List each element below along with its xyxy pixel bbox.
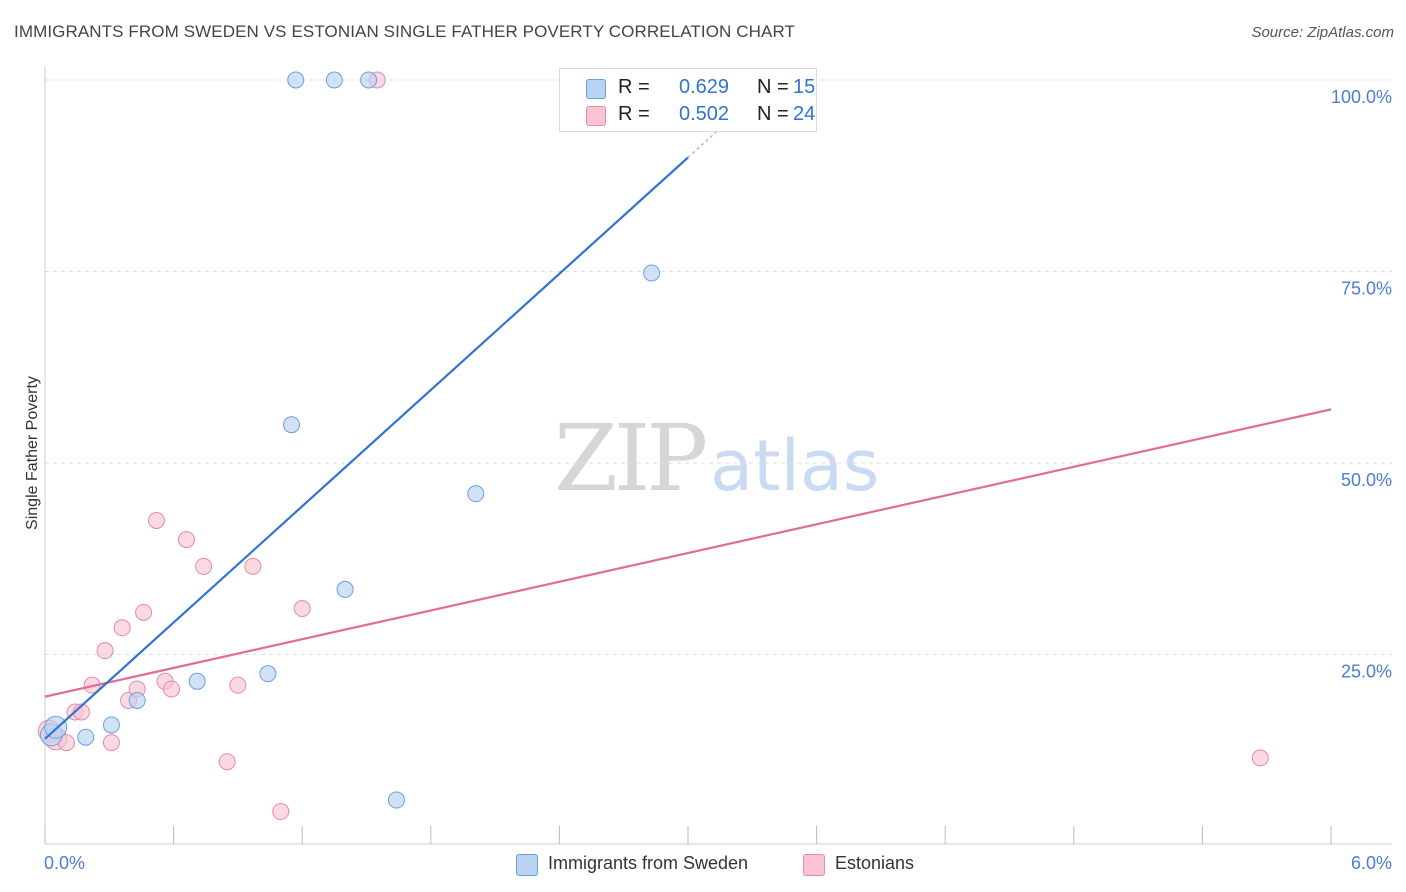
estonia-point bbox=[218, 753, 236, 771]
estonia-point bbox=[113, 619, 131, 637]
sweden-point bbox=[643, 264, 661, 282]
sweden-point bbox=[336, 580, 354, 598]
estonia-point bbox=[147, 511, 165, 529]
r-value: 0.502 bbox=[679, 103, 730, 125]
x-tick-label: 0.0% bbox=[44, 853, 85, 873]
sweden-point bbox=[287, 71, 305, 89]
estonia-point bbox=[135, 603, 153, 621]
n-value: 24 bbox=[793, 103, 816, 125]
estonia-point bbox=[177, 531, 195, 549]
estonia-point bbox=[293, 600, 311, 618]
estonia-swatch bbox=[586, 106, 606, 126]
estonia-point bbox=[162, 680, 180, 698]
legend-label: Estonians bbox=[835, 853, 915, 873]
watermark: ZIPatlas bbox=[554, 405, 879, 512]
x-tick-label: 6.0% bbox=[1351, 853, 1392, 873]
sweden-legend-swatch bbox=[516, 854, 538, 876]
y-tick-label: 50.0% bbox=[1341, 470, 1392, 490]
sweden-point bbox=[188, 672, 206, 690]
n-label: N = bbox=[757, 103, 789, 125]
n-value: 15 bbox=[793, 76, 816, 98]
sweden-point bbox=[102, 716, 120, 734]
watermark-zip: ZIP bbox=[554, 405, 708, 512]
correlation-legend: R = 0.629 N = 15 R = 0.502 N = 24 bbox=[559, 68, 817, 132]
data-points bbox=[37, 71, 1269, 821]
estonia-point bbox=[1251, 749, 1269, 767]
sweden-point bbox=[388, 791, 406, 809]
sweden-trend-line bbox=[44, 156, 689, 740]
r-value: 0.629 bbox=[679, 76, 730, 98]
watermark-atlas: atlas bbox=[710, 425, 880, 507]
estonia-point bbox=[229, 676, 247, 694]
source-credit: Source: ZipAtlas.com bbox=[1251, 24, 1394, 41]
sweden-point bbox=[128, 691, 146, 709]
y-tick-label: 75.0% bbox=[1341, 279, 1392, 299]
estonia-point bbox=[102, 734, 120, 752]
sweden-point bbox=[77, 728, 95, 746]
legend-label: Immigrants from Sweden bbox=[548, 853, 749, 873]
estonia-point bbox=[195, 557, 213, 575]
sweden-swatch bbox=[586, 79, 606, 99]
axes bbox=[44, 66, 1392, 845]
sweden-point bbox=[259, 665, 277, 683]
sweden-point bbox=[360, 71, 378, 89]
estonia-point bbox=[272, 803, 290, 821]
trend-lines bbox=[44, 79, 1332, 740]
chart-title: IMMIGRANTS FROM SWEDEN VS ESTONIAN SINGL… bbox=[14, 22, 796, 41]
estonia-point bbox=[96, 642, 114, 660]
y-tick-label: 25.0% bbox=[1341, 662, 1392, 682]
y-axis-label: Single Father Poverty bbox=[24, 376, 41, 530]
sweden-point bbox=[467, 485, 485, 503]
estonia-legend-swatch bbox=[803, 854, 825, 876]
tick-labels: 25.0% 50.0% 75.0% 100.0% 0.0% 6.0% bbox=[44, 87, 1392, 873]
estonia-trend-line bbox=[44, 408, 1332, 698]
n-label: N = bbox=[757, 76, 789, 98]
estonia-point bbox=[244, 557, 262, 575]
r-label: R = bbox=[618, 103, 650, 125]
y-tick-label: 100.0% bbox=[1331, 87, 1392, 107]
series-legend: Immigrants from Sweden Estonians bbox=[0, 852, 1406, 878]
sweden-point bbox=[325, 71, 343, 89]
sweden-point bbox=[282, 416, 300, 434]
r-label: R = bbox=[618, 76, 650, 98]
